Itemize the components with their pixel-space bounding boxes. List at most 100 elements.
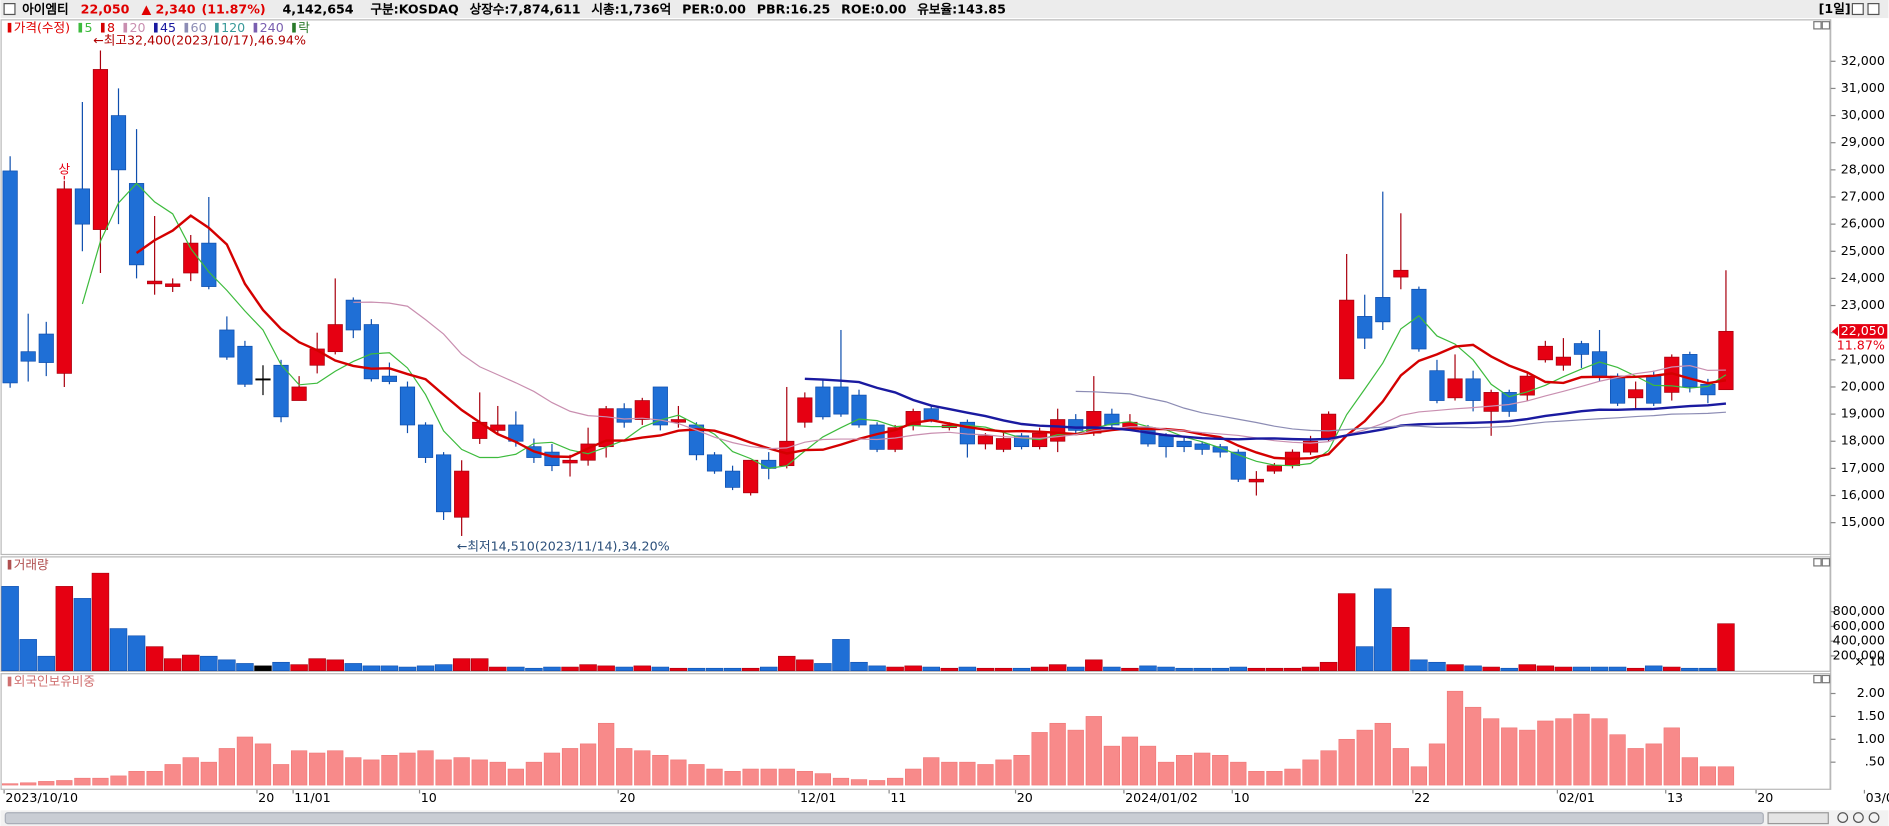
- bar: [1248, 771, 1265, 786]
- bar: [1483, 718, 1500, 786]
- bar: [1555, 718, 1572, 786]
- bar: [1392, 748, 1409, 786]
- bar: [200, 761, 217, 786]
- bar: [706, 768, 723, 786]
- panel-button[interactable]: [1813, 558, 1822, 567]
- bar: [110, 775, 127, 786]
- legend-swatch: [184, 22, 189, 33]
- bar: [19, 639, 37, 671]
- candle-body: [670, 419, 686, 423]
- scroll-ruler[interactable]: [1767, 812, 1829, 825]
- y-tick-label: 1.50: [1857, 708, 1885, 723]
- legend-swatch: [7, 22, 12, 33]
- bar: [1085, 716, 1102, 786]
- y-tick-label: 26,000: [1841, 216, 1885, 231]
- bar: [1464, 665, 1482, 671]
- bar: [381, 755, 398, 786]
- panel-title: 외국인보유비중: [14, 674, 95, 689]
- bar: [489, 666, 507, 671]
- bar: [1175, 667, 1193, 671]
- window-button[interactable]: [1867, 3, 1880, 16]
- candle-body: [56, 188, 72, 374]
- bar: [38, 781, 55, 786]
- bar: [941, 761, 958, 786]
- bar: [1608, 666, 1627, 671]
- window-button[interactable]: [1851, 3, 1864, 16]
- bar: [1554, 666, 1573, 671]
- price: 22,050: [81, 1, 130, 16]
- candle-body: [1555, 356, 1571, 366]
- bar: [1048, 664, 1067, 671]
- candle-body: [797, 397, 813, 423]
- panel-button[interactable]: [1821, 558, 1831, 567]
- bar: [1392, 627, 1410, 671]
- bar: [109, 628, 128, 671]
- x-tick-label: 20: [1757, 790, 1773, 805]
- zoom-icon[interactable]: [1852, 812, 1864, 823]
- bar: [254, 665, 272, 671]
- panel-button[interactable]: [1813, 21, 1822, 30]
- panel-buttons: [1813, 21, 1831, 684]
- x-tick-label: 22: [1414, 790, 1430, 805]
- y-tick-label: 17,000: [1841, 460, 1885, 475]
- legend-label: 120: [221, 20, 245, 35]
- panel-button[interactable]: [1813, 674, 1822, 684]
- header-text: 아이엠티 22,050 ▲ 2,340 (11.87%) 4,142,654 구분:KOS…: [22, 1, 1006, 16]
- legend-label: 가격(수정): [14, 20, 70, 35]
- zoom-icon[interactable]: [1837, 812, 1849, 823]
- bar: [1320, 750, 1337, 786]
- panel-button[interactable]: [1821, 21, 1831, 30]
- bar: [958, 666, 977, 671]
- candle-body: [1429, 370, 1445, 401]
- x-tick-label: 20: [258, 790, 274, 805]
- bar: [1067, 729, 1084, 786]
- y-tick-label: 25,000: [1841, 243, 1885, 258]
- bar: [182, 757, 199, 786]
- candle-body: [1447, 378, 1463, 399]
- low-annotation: ←최저14,510(2023/11/14),34.20%: [457, 538, 670, 553]
- bar: [417, 750, 434, 786]
- legend-label: 60: [191, 20, 207, 35]
- bar: [327, 750, 344, 786]
- bar: [814, 773, 832, 786]
- bar: [1302, 759, 1319, 786]
- scrollbar-thumb[interactable]: [4, 812, 1764, 825]
- x-tick-label: 03/01: [1866, 790, 1889, 805]
- y-tick-label: 19,000: [1841, 406, 1885, 421]
- candle-body: [92, 69, 109, 230]
- bar: [1446, 664, 1464, 671]
- period[interactable]: [1일]: [1819, 1, 1851, 16]
- candle-body: [1176, 440, 1192, 448]
- header-field: PER:0.00: [682, 1, 746, 16]
- candle-body: [38, 333, 54, 363]
- panel-button[interactable]: [1821, 674, 1831, 684]
- bar: [1573, 713, 1590, 786]
- high-annotation: ←최고32,400(2023/10/17),46.94%: [93, 32, 306, 47]
- unit-label: × 10: [1854, 654, 1885, 669]
- bar: [561, 666, 579, 671]
- stock-name: 아이엠티: [22, 1, 68, 16]
- candle-body: [454, 470, 470, 518]
- bar: [687, 667, 706, 671]
- header-bar: [0, 0, 1889, 19]
- bar: [435, 759, 452, 786]
- y-tick-label: 400,000: [1833, 633, 1885, 648]
- bar: [1194, 752, 1211, 786]
- bar: [92, 777, 109, 786]
- last-price-label: 22,050: [1841, 323, 1885, 338]
- bar: [74, 777, 91, 786]
- legend-label: 20: [129, 20, 145, 35]
- bar: [1103, 666, 1121, 671]
- checkbox[interactable]: [3, 3, 16, 16]
- zoom-icon[interactable]: [1868, 812, 1880, 823]
- bar: [796, 659, 814, 671]
- candle-body: [833, 386, 849, 415]
- bar: [994, 667, 1013, 671]
- bar: [1663, 666, 1681, 671]
- bar: [1717, 623, 1735, 671]
- bar: [1157, 666, 1175, 671]
- bar: [778, 768, 795, 786]
- bar: [887, 777, 904, 786]
- legend-swatch: [100, 22, 105, 33]
